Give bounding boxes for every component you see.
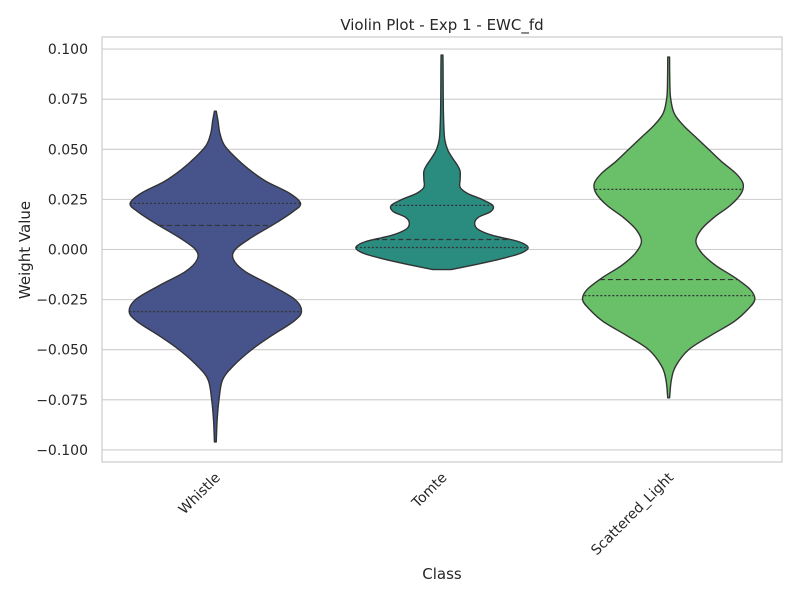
x-axis-label: Class [422, 565, 462, 583]
y-tick-label: 0.025 [48, 192, 88, 208]
violin-layer [128, 54, 756, 443]
y-tick-label: 0.050 [48, 142, 88, 158]
y-tick-label: −0.025 [36, 293, 88, 309]
chart-title: Violin Plot - Exp 1 - EWC_fd [340, 16, 543, 35]
y-tick-label: −0.050 [36, 343, 88, 359]
violin-tomte [355, 54, 529, 271]
violin-body [128, 110, 303, 443]
y-tick-label: 0.075 [48, 92, 88, 108]
violin-body [355, 54, 529, 271]
y-tick-label: 0.100 [48, 42, 88, 58]
y-tick-labels: 0.100 0.075 0.050 0.025 0.000 −0.025 −0.050 −0.… [36, 42, 88, 459]
y-tick-label: −0.100 [36, 443, 88, 459]
y-axis-label: Weight Value [16, 201, 34, 299]
y-tick-label: 0.000 [48, 243, 88, 259]
violin-whistle [128, 110, 303, 443]
violin-body [581, 56, 756, 399]
violin-scattered-light [581, 56, 756, 399]
x-tick-label: Tomte [408, 470, 450, 512]
y-tick-label: −0.075 [36, 393, 88, 409]
x-tick-label: Scattered_Light [588, 470, 677, 559]
x-tick-label: Whistle [176, 470, 224, 518]
x-tick-labels: Whistle Tomte Scattered_Light [176, 470, 678, 559]
